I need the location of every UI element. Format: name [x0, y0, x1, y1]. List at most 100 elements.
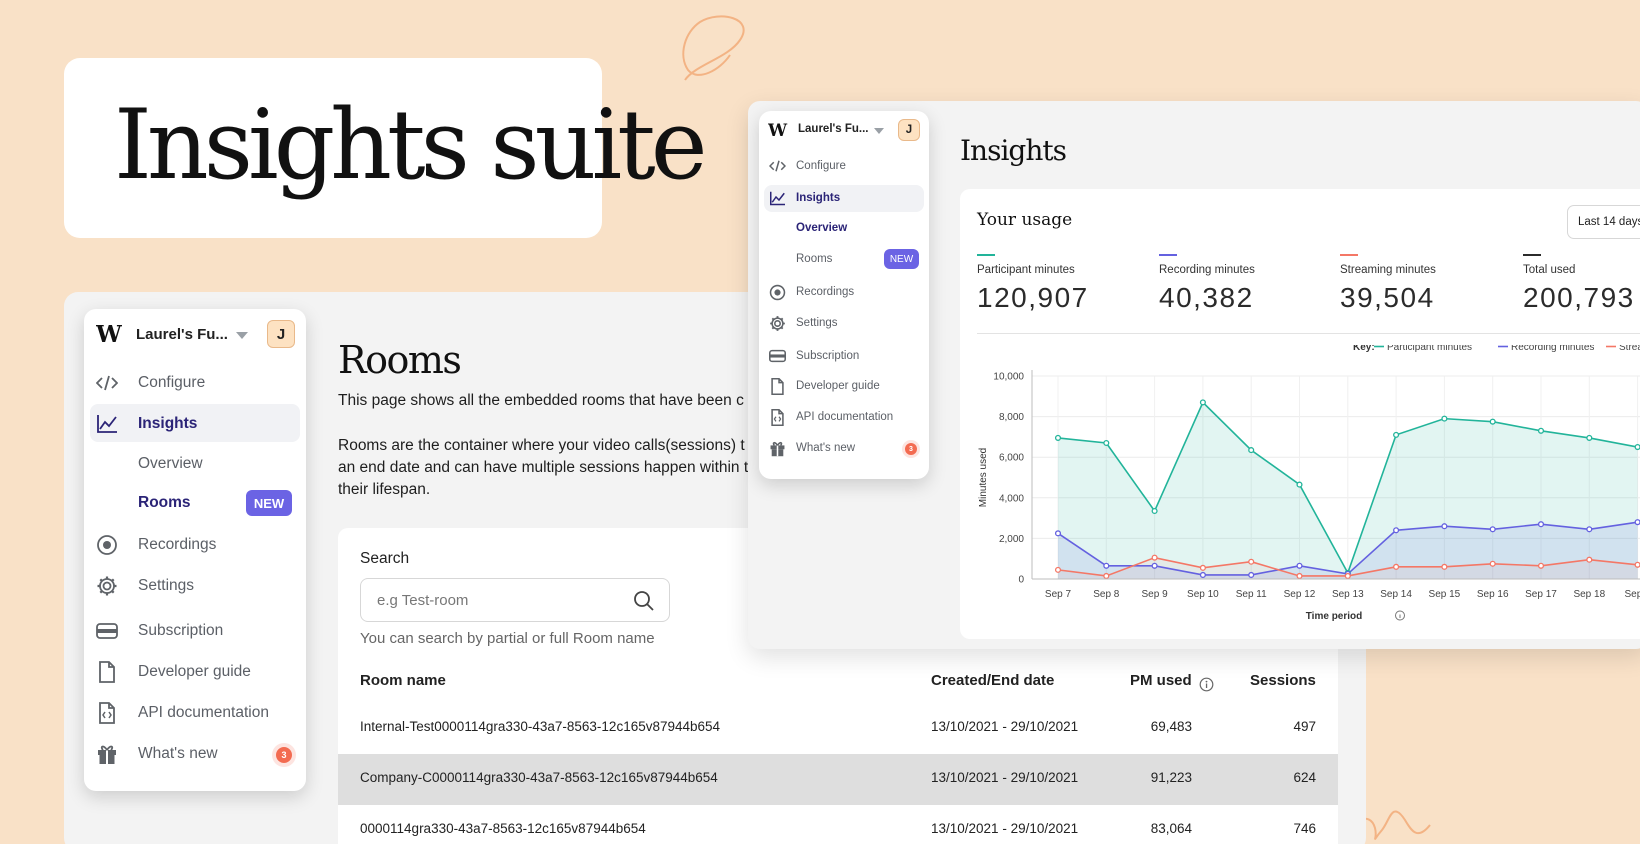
- sidebar-subitem-overview[interactable]: Overview: [138, 452, 203, 476]
- search-field[interactable]: [360, 578, 670, 622]
- svg-text:W: W: [768, 121, 788, 139]
- data-point: [1537, 427, 1545, 434]
- sidebar-item-label: API documentation: [138, 704, 269, 721]
- sidebar-item-label: Rooms: [138, 494, 191, 511]
- code-document-icon: [96, 702, 118, 724]
- sidebar-subitem-overview[interactable]: Overview: [796, 219, 847, 237]
- hero-title: Insights suite: [114, 89, 708, 201]
- data-point: [1296, 481, 1303, 488]
- sidebar-item-label: Overview: [138, 455, 203, 472]
- sidebar-item-label: Recordings: [138, 536, 217, 553]
- sidebar-item-settings[interactable]: Settings: [769, 314, 838, 332]
- y-axis-title: Minutes used: [978, 448, 989, 507]
- stat-label: Streaming minutes: [1340, 264, 1436, 276]
- card-icon: [769, 349, 786, 363]
- page-title: Insights: [960, 134, 1067, 167]
- search-input[interactable]: [361, 579, 611, 621]
- data-point: [1199, 571, 1206, 578]
- sidebar-item-subscription[interactable]: Subscription: [96, 619, 223, 643]
- sidebar-subitem-rooms[interactable]: Rooms: [796, 250, 832, 268]
- data-point: [1296, 572, 1303, 580]
- sidebar-item-recordings[interactable]: Recordings: [769, 283, 854, 301]
- chevron-down-icon[interactable]: [874, 128, 884, 134]
- column-header-sessions[interactable]: Sessions: [1250, 672, 1316, 689]
- column-header-pm-used[interactable]: PM used: [1130, 672, 1192, 689]
- sidebar-item-recordings[interactable]: Recordings: [96, 533, 216, 557]
- chevron-down-icon[interactable]: [236, 332, 248, 339]
- document-icon: [769, 377, 786, 395]
- sidebar-item-api-documentation[interactable]: API documentation: [769, 408, 893, 426]
- sidebar-item-whats-new[interactable]: What's new: [769, 439, 855, 457]
- column-header-room-name[interactable]: Room name: [360, 672, 446, 689]
- sidebar-item-label: Settings: [796, 317, 838, 329]
- avatar[interactable]: J: [898, 119, 920, 141]
- stat-total-used: Total used 200,793: [1523, 252, 1640, 324]
- stat-color-indicator: [1523, 254, 1541, 256]
- period-select[interactable]: Last 14 days: [1567, 205, 1640, 239]
- sidebar-item-label: What's new: [796, 442, 856, 454]
- column-header-created-end-date[interactable]: Created/End date: [931, 672, 1055, 689]
- sidebar-item-developer-guide[interactable]: Developer guide: [769, 377, 880, 395]
- gear-icon: [769, 315, 786, 332]
- data-point: [1634, 561, 1640, 568]
- info-icon-stem: [1399, 614, 1401, 618]
- sidebar-item-insights[interactable]: Insights: [769, 189, 840, 207]
- sidebar-item-whats-new[interactable]: What's new: [96, 742, 218, 766]
- gear-icon: [96, 575, 118, 597]
- sidebar-item-insights[interactable]: Insights: [96, 412, 197, 436]
- workspace-name[interactable]: Laurel's Fu...: [136, 326, 228, 343]
- pm-used-cell: 83,064: [1150, 821, 1192, 836]
- x-tick-label: Sep 12: [1284, 589, 1316, 600]
- y-tick-label: 10,000: [993, 372, 1024, 383]
- sidebar-item-label: Insights: [138, 415, 198, 432]
- sidebar-active-highlight: [764, 185, 924, 212]
- x-tick-label: Sep 16: [1477, 589, 1509, 600]
- y-tick-label: 8,000: [999, 412, 1024, 423]
- workspace-name[interactable]: Laurel's Fu...: [798, 123, 869, 135]
- sidebar-large: W Laurel's Fu... J Configure Insights Ov…: [84, 309, 306, 791]
- sessions-cell: 497: [1293, 719, 1316, 734]
- sidebar-item-developer-guide[interactable]: Developer guide: [96, 660, 251, 684]
- data-point: [1441, 415, 1448, 422]
- sidebar-item-label: Insights: [796, 192, 841, 204]
- new-badge: NEW: [246, 490, 292, 516]
- notification-badge: 3: [276, 747, 292, 763]
- stat-label: Participant minutes: [977, 264, 1075, 276]
- sidebar-item-label: Recordings: [796, 286, 855, 298]
- data-point: [1296, 562, 1303, 569]
- sidebar-item-configure[interactable]: Configure: [769, 157, 846, 175]
- page-description-line: their lifespan.: [338, 481, 431, 498]
- sidebar-item-subscription[interactable]: Subscription: [769, 347, 859, 365]
- x-tick-label: Sep 11: [1236, 589, 1267, 600]
- stat-value: 200,793: [1523, 282, 1635, 313]
- stat-recording-minutes: Recording minutes 40,382: [1159, 252, 1329, 324]
- new-badge: NEW: [884, 249, 919, 269]
- table-row[interactable]: Company-C0000114gra330-43a7-8563-12c165v…: [338, 754, 1338, 805]
- stat-value: 120,907: [977, 282, 1089, 313]
- stat-divider: [977, 333, 1640, 334]
- x-tick-label: Sep 14: [1380, 589, 1412, 600]
- table-row[interactable]: 0000114gra330-43a7-8563-12c165v87944b654…: [338, 805, 1338, 844]
- sidebar-item-configure[interactable]: Configure: [96, 371, 205, 395]
- data-point: [1489, 418, 1496, 425]
- sidebar-item-label: Rooms: [796, 253, 833, 265]
- notification-badge: 3: [905, 443, 917, 455]
- sidebar-item-label: Configure: [796, 160, 846, 172]
- y-tick-label: 0: [1018, 575, 1024, 586]
- data-point: [1103, 439, 1110, 447]
- search-icon[interactable]: [633, 590, 655, 612]
- sidebar-item-label: Configure: [138, 374, 206, 391]
- table-row[interactable]: Internal-Test0000114gra330-43a7-8563-12c…: [338, 703, 1338, 754]
- room-name-cell: Company-C0000114gra330-43a7-8563-12c165v…: [360, 770, 718, 785]
- svg-text:W: W: [96, 323, 122, 345]
- info-icon[interactable]: [1199, 677, 1214, 692]
- sidebar-subitem-rooms[interactable]: Rooms: [138, 491, 191, 515]
- chart-points: [1054, 399, 1640, 580]
- data-point: [1393, 431, 1400, 438]
- sidebar-item-settings[interactable]: Settings: [96, 574, 194, 598]
- avatar[interactable]: J: [267, 320, 295, 348]
- sidebar-item-label: Developer guide: [796, 380, 880, 392]
- data-point: [1103, 572, 1110, 580]
- sidebar-item-api-documentation[interactable]: API documentation: [96, 701, 269, 725]
- gift-icon: [96, 743, 118, 765]
